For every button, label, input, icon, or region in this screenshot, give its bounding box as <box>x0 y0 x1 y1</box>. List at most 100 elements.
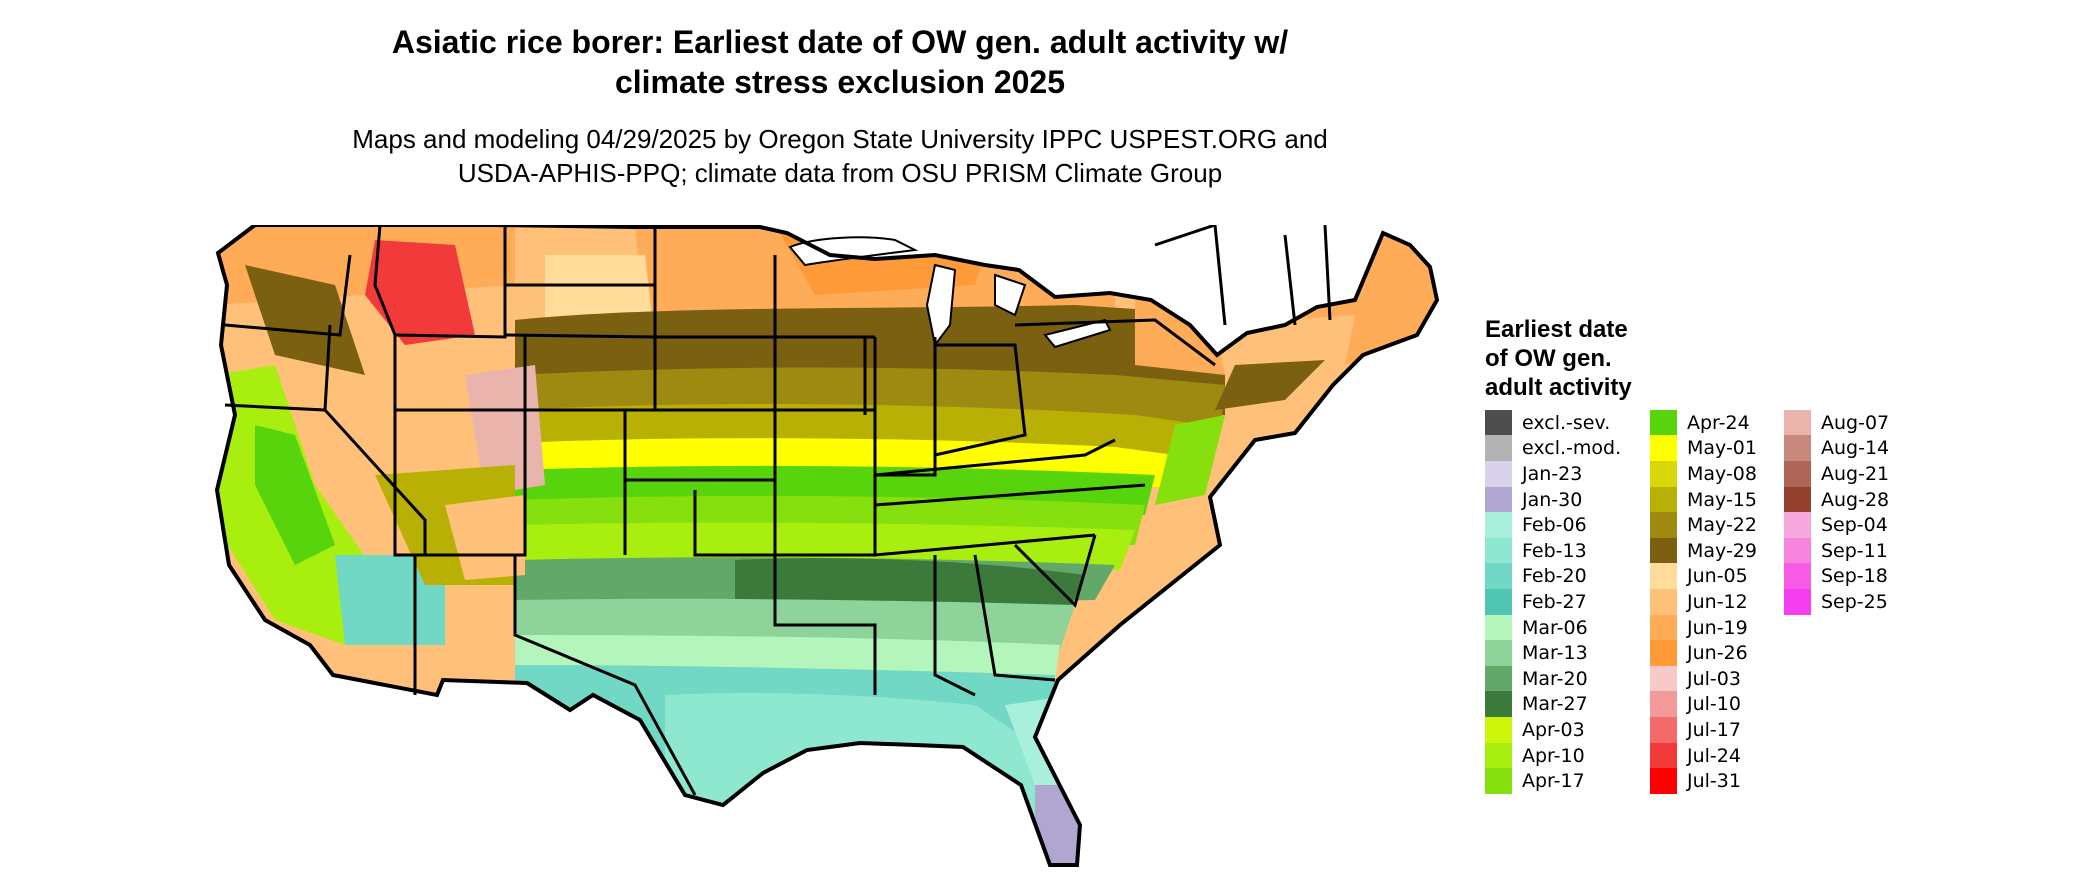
legend-swatch <box>1784 588 1811 615</box>
border-new-england <box>1283 234 1297 326</box>
lake-michigan <box>925 263 957 348</box>
legend-label: Feb-13 <box>1522 539 1587 562</box>
legend-swatch <box>1650 691 1677 718</box>
legend-swatch <box>1650 512 1677 539</box>
map-title-line-1: Asiatic rice borer: Earliest date of OW … <box>391 24 1289 60</box>
legend-label: May-08 <box>1687 462 1757 485</box>
legend-swatch <box>1650 716 1677 743</box>
legend-label: Mar-27 <box>1522 693 1588 716</box>
border-pennsylvania <box>1014 318 1216 367</box>
legend-item: Apr-17 <box>1485 768 1621 795</box>
border-kentucky-virginia <box>874 438 1116 477</box>
legend-item: Jun-05 <box>1650 563 1757 590</box>
legend-item: Feb-06 <box>1485 512 1621 539</box>
legend-swatch <box>1485 563 1512 590</box>
legend-item: Sep-11 <box>1784 537 1889 564</box>
border-ga-sc <box>1013 534 1097 608</box>
legend-swatch <box>1650 460 1677 487</box>
legend-swatch <box>1784 435 1811 462</box>
legend-swatch <box>1784 537 1811 564</box>
legend-item: Aug-14 <box>1784 435 1890 462</box>
legend-label: Apr-03 <box>1522 718 1585 741</box>
legend-swatch <box>1485 665 1512 692</box>
legend-item: Feb-13 <box>1485 537 1621 564</box>
legend-label: Apr-17 <box>1522 770 1585 793</box>
legend-label: Mar-13 <box>1522 642 1588 665</box>
legend-item: Jul-10 <box>1650 691 1757 718</box>
map-color-bands <box>217 225 1437 865</box>
legend-swatch <box>1650 435 1677 462</box>
legend-label: Feb-27 <box>1522 590 1587 613</box>
legend-item: Jan-30 <box>1485 486 1621 513</box>
legend-label: May-15 <box>1687 488 1757 511</box>
legend-label: Apr-10 <box>1522 744 1585 767</box>
legend-item: Sep-18 <box>1784 563 1889 590</box>
border-ut-az <box>393 410 527 557</box>
legend-label: excl.-sev. <box>1522 411 1611 434</box>
legend-item: May-15 <box>1650 486 1757 513</box>
border-louisiana <box>773 555 877 695</box>
legend-swatch <box>1485 588 1512 615</box>
legend-swatch <box>1650 742 1677 769</box>
legend-column-1: excl.-sev. excl.-mod. Jan-23 Jan-30 Feb-06 Fe… <box>1485 409 1621 795</box>
legend-swatch <box>1784 460 1811 487</box>
legend-item: Feb-20 <box>1485 563 1621 590</box>
legend-item: Aug-28 <box>1784 486 1890 513</box>
legend-item: Jan-23 <box>1485 460 1621 487</box>
legend-swatch <box>1784 512 1811 539</box>
border-new-york <box>1154 225 1227 326</box>
legend-label: Sep-04 <box>1821 514 1888 537</box>
legend-title-line-1: Earliest date <box>1485 316 1628 343</box>
legend-label: Aug-21 <box>1821 462 1890 485</box>
legend-swatch <box>1485 691 1512 718</box>
legend-column-3: Aug-07 Aug-14 Aug-21 Aug-28 Sep-04 Sep-11 Sep-… <box>1784 409 1890 615</box>
legend-swatch <box>1485 768 1512 795</box>
legend-label: May-01 <box>1687 437 1757 460</box>
border-ohio <box>934 343 1027 457</box>
legend-label: Jun-12 <box>1687 590 1748 613</box>
border-missouri-arkansas <box>775 408 877 557</box>
legend-label: Aug-28 <box>1821 488 1890 511</box>
legend-title: Earliest date of OW gen. adult activity <box>1485 315 1745 402</box>
legend-label: May-29 <box>1687 539 1757 562</box>
legend-swatch <box>1485 512 1512 539</box>
legend-item: Sep-04 <box>1784 512 1889 539</box>
band-northwest-may-29 <box>245 265 365 375</box>
band-new-mexico-jun-12 <box>445 495 525 580</box>
legend-swatch <box>1650 588 1677 615</box>
legend-swatch <box>1650 614 1677 641</box>
legend-swatch <box>1650 563 1677 590</box>
band-jan-30 <box>1035 785 1095 865</box>
band-mid-atlantic-may-29 <box>1215 360 1325 410</box>
legend-label: Jul-03 <box>1687 667 1741 690</box>
state-borders <box>224 225 1332 796</box>
legend-swatch <box>1485 640 1512 667</box>
legend-swatch <box>1485 614 1512 641</box>
legend-swatch <box>1650 665 1677 692</box>
legend-item: Jul-24 <box>1650 742 1757 769</box>
band-arizona-feb-20 <box>335 555 445 645</box>
legend-item: May-08 <box>1650 460 1757 487</box>
border-indiana <box>873 337 937 477</box>
map-subtitle-line-2: USDA-APHIS-PPQ; climate data from OSU PR… <box>457 158 1223 188</box>
lake-huron <box>994 273 1027 317</box>
legend-item: Sep-25 <box>1784 588 1889 615</box>
lake-erie <box>1043 318 1112 349</box>
legend-item: May-29 <box>1650 537 1757 564</box>
map-title: Asiatic rice borer: Earliest date of OW … <box>290 22 1390 102</box>
legend-label: Jul-24 <box>1687 744 1741 767</box>
legend-label: Jun-19 <box>1687 616 1748 639</box>
border-tennessee-south <box>874 533 1096 557</box>
legend-label: Mar-06 <box>1522 616 1588 639</box>
band-rockies-jul-24 <box>365 240 475 345</box>
legend-label: Aug-14 <box>1821 437 1890 460</box>
legend-swatch <box>1485 486 1512 513</box>
legend-item: Jul-17 <box>1650 716 1757 743</box>
band-virginia-apr-17 <box>1155 415 1225 505</box>
legend-label: Aug-07 <box>1821 411 1890 434</box>
legend-label: Jul-10 <box>1687 693 1741 716</box>
legend-title-line-2: of OW gen. <box>1485 345 1612 372</box>
legend-item: Mar-13 <box>1485 640 1621 667</box>
legend-item: Jun-19 <box>1650 614 1757 641</box>
great-lakes <box>788 236 1112 349</box>
